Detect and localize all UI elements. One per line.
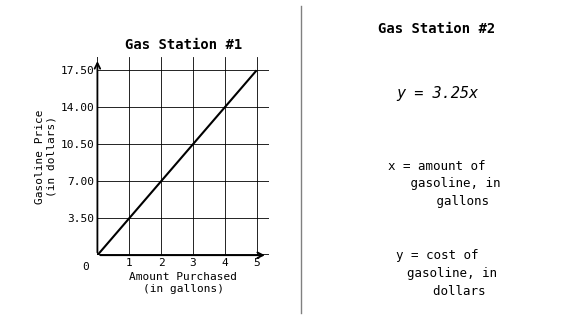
Text: y = 3.25x: y = 3.25x	[396, 86, 478, 101]
Text: y = cost of
    gasoline, in
      dollars: y = cost of gasoline, in dollars	[377, 249, 497, 298]
X-axis label: Amount Purchased
(in gallons): Amount Purchased (in gallons)	[129, 272, 237, 294]
Title: Gas Station #1: Gas Station #1	[125, 38, 242, 52]
Text: 0: 0	[82, 262, 89, 272]
Y-axis label: Gasoline Price
(in dollars): Gasoline Price (in dollars)	[35, 109, 57, 204]
Text: Gas Station #2: Gas Station #2	[378, 22, 496, 36]
Text: x = amount of
     gasoline, in
       gallons: x = amount of gasoline, in gallons	[373, 160, 501, 209]
